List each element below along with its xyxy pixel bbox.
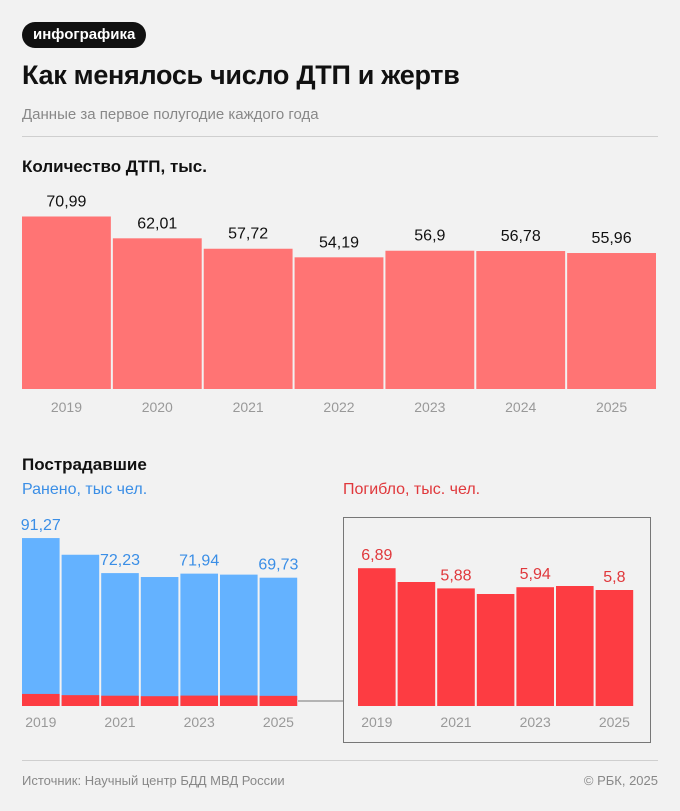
injured-killed-overlay-bar <box>22 693 60 706</box>
footer-divider <box>22 760 658 761</box>
accidents-value-label: 62,01 <box>137 215 177 232</box>
injured-killed-overlay-bar <box>61 695 100 706</box>
accidents-bar <box>294 257 384 389</box>
injured-bar <box>101 573 139 706</box>
killed-tick-label: 2021 <box>440 714 471 730</box>
injured-bar <box>180 573 218 706</box>
injured-tick-label: 2019 <box>25 714 56 730</box>
page-subtitle: Данные за первое полугодие каждого года <box>22 106 319 123</box>
accidents-tick-label: 2022 <box>323 399 354 415</box>
injured-bar <box>259 577 298 706</box>
accidents-tick-label: 2023 <box>414 399 445 415</box>
accidents-chart-title: Количество ДТП, тыс. <box>22 157 207 176</box>
killed-value-label: 5,94 <box>520 566 551 583</box>
injured-killed-overlay-bar <box>180 695 218 706</box>
accidents-tick-label: 2021 <box>233 399 264 415</box>
accidents-value-label: 56,78 <box>501 228 541 245</box>
accidents-value-label: 57,72 <box>228 226 268 243</box>
killed-value-label: 6,89 <box>361 547 392 564</box>
accidents-bar <box>22 216 111 389</box>
copyright: © РБК, 2025 <box>583 773 658 788</box>
killed-tick-label: 2019 <box>361 714 392 730</box>
killed-value-label: 5,8 <box>603 569 625 586</box>
injured-value-label: 72,23 <box>100 552 140 569</box>
injured-killed-overlay-bar <box>140 696 179 706</box>
injured-value-label: 91,27 <box>21 517 61 534</box>
killed-bar <box>358 568 396 706</box>
source-note: Источник: Научный центр БДД МВД России <box>22 773 285 788</box>
killed-series-label: Погибло, тыс. чел. <box>343 481 481 498</box>
accidents-tick-label: 2019 <box>51 399 82 415</box>
killed-tick-label: 2023 <box>520 714 551 730</box>
injured-bar <box>61 554 100 706</box>
killed-bar <box>437 588 475 706</box>
accidents-bar <box>203 248 293 389</box>
accidents-bar <box>476 251 566 389</box>
accidents-value-label: 70,99 <box>46 193 86 210</box>
injured-tick-label: 2021 <box>104 714 135 730</box>
killed-bar <box>595 590 634 706</box>
injured-bar <box>220 574 258 706</box>
injured-killed-overlay-bar <box>101 695 139 706</box>
accidents-bar <box>112 238 202 389</box>
killed-value-label: 5,88 <box>440 567 471 584</box>
victims-chart-title: Пострадавшие <box>22 455 147 474</box>
injured-series-label: Ранено, тыс чел. <box>22 481 148 498</box>
killed-tick-label: 2025 <box>599 714 630 730</box>
infographic-badge: инфографика <box>22 22 147 48</box>
page-title: Как менялось число ДТП и жертв <box>22 60 460 90</box>
header-divider <box>22 136 658 137</box>
killed-bar <box>476 594 515 706</box>
injured-bar <box>140 577 179 706</box>
killed-bar <box>556 586 594 706</box>
killed-bar <box>397 582 436 706</box>
accidents-value-label: 56,9 <box>414 228 445 245</box>
injured-bar <box>22 538 60 706</box>
accidents-bar <box>567 253 656 389</box>
accidents-bar <box>385 250 475 389</box>
accidents-value-label: 54,19 <box>319 234 359 251</box>
injured-tick-label: 2025 <box>263 714 294 730</box>
injured-value-label: 69,73 <box>258 557 298 574</box>
accidents-tick-label: 2025 <box>596 399 627 415</box>
injured-tick-label: 2023 <box>184 714 215 730</box>
injured-killed-overlay-bar <box>220 695 258 706</box>
accidents-tick-label: 2024 <box>505 399 536 415</box>
zoom-box <box>343 517 651 743</box>
accidents-value-label: 55,96 <box>592 230 632 247</box>
injured-killed-overlay-bar <box>259 695 298 706</box>
accidents-tick-label: 2020 <box>142 399 173 415</box>
injured-value-label: 71,94 <box>179 553 219 570</box>
killed-bar <box>516 587 554 706</box>
